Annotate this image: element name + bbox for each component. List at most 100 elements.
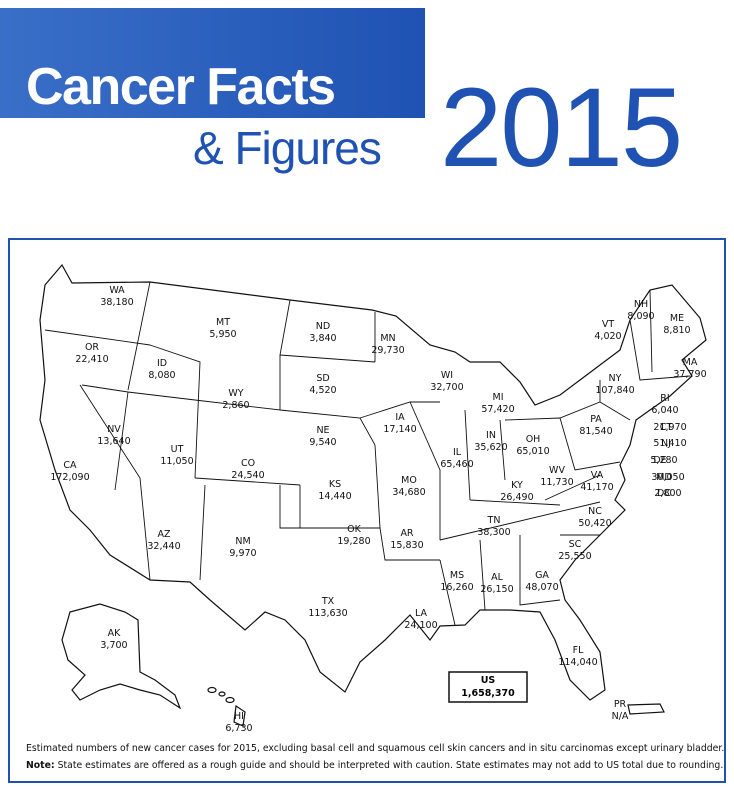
state-value: 30,050 (651, 472, 684, 483)
state-abbr: WV (549, 465, 565, 476)
state-abbr: ME (670, 313, 684, 324)
state-value: 65,010 (516, 446, 549, 457)
hawaii-island (207, 686, 217, 694)
state-value: 9,540 (309, 437, 336, 448)
state-abbr: DE (653, 455, 666, 466)
state-abbr: KY (511, 480, 523, 491)
state-abbr: SC (569, 539, 582, 550)
state-abbr: MO (401, 475, 417, 486)
state-abbr: ID (157, 358, 167, 369)
state-abbr: HI (234, 711, 244, 722)
state-value: 14,440 (318, 491, 351, 502)
state-abbr: LA (415, 608, 428, 619)
footnote-line1: Estimated numbers of new cancer cases fo… (26, 743, 724, 754)
state-value: 11,730 (540, 477, 573, 488)
state-value: 26,490 (500, 492, 533, 503)
state-abbr: WI (441, 370, 453, 381)
state-value: 11,050 (160, 456, 193, 467)
state-abbr: CA (63, 460, 77, 471)
title-line1: Cancer Facts (26, 58, 335, 116)
hawaii-island (233, 704, 246, 727)
state-abbr: MD (656, 472, 672, 483)
state-abbr: AZ (157, 529, 170, 540)
state-abbr: WY (228, 388, 243, 399)
state-value: 24,540 (231, 470, 264, 481)
state-value: 29,730 (371, 345, 404, 356)
state-value: N/A (612, 711, 629, 722)
state-value: 22,410 (75, 354, 108, 365)
state-abbr: VA (591, 470, 604, 481)
state-value: 6,040 (651, 405, 678, 416)
state-value: 8,080 (148, 370, 175, 381)
hawaii-island (218, 691, 226, 697)
state-abbr: CO (241, 458, 255, 469)
state-abbr: MT (216, 317, 230, 328)
state-value: 3,700 (100, 640, 127, 651)
state-abbr: NY (609, 373, 622, 384)
state-abbr: MN (380, 333, 395, 344)
state-abbr: UT (171, 444, 184, 455)
header-band (0, 8, 425, 118)
state-abbr: OR (85, 342, 99, 353)
state-abbr: NM (235, 536, 250, 547)
state-abbr: GA (535, 570, 549, 581)
state-value: 32,440 (147, 541, 180, 552)
note-text: State estimates are offered as a rough g… (55, 760, 724, 771)
state-value: 107,840 (595, 385, 634, 396)
lower-48-outline (39, 263, 707, 701)
state-abbr: NJ (661, 438, 671, 449)
state-value: 21,970 (653, 422, 686, 433)
state-value: 4,020 (594, 331, 621, 342)
state-abbr: AK (108, 628, 121, 639)
state-abbr: TX (321, 596, 335, 607)
state-value: 51,410 (653, 438, 686, 449)
state-abbr: NC (588, 506, 602, 517)
state-abbr: PA (590, 414, 602, 425)
state-abbr: OK (347, 524, 361, 535)
puerto-rico (627, 703, 665, 715)
state-abbr: CT (660, 422, 673, 433)
title-year: 2015 (440, 65, 681, 190)
state-value: 9,970 (229, 548, 256, 559)
state-value: 16,260 (440, 582, 473, 593)
state-value: 65,460 (440, 459, 473, 470)
us-total-value: 1,658,370 (461, 688, 515, 699)
state-abbr: VT (602, 319, 614, 330)
state-abbr: IL (453, 447, 462, 458)
state-value: 32,700 (430, 382, 463, 393)
state-abbr: KS (329, 479, 341, 490)
state-abbr: DC (657, 488, 671, 499)
state-value: 2,800 (654, 488, 681, 499)
state-value: 24,100 (404, 620, 437, 631)
state-value: 6,730 (225, 723, 252, 734)
state-value: 15,830 (390, 540, 423, 551)
us-total-label: US (481, 675, 496, 686)
state-value: 8,090 (627, 311, 654, 322)
state-abbr: MI (493, 392, 504, 403)
title-line2: & Figures (193, 122, 381, 174)
state-value: 17,140 (383, 424, 416, 435)
state-value: 50,420 (578, 518, 611, 529)
state-value: 48,070 (525, 582, 558, 593)
state-abbr: WA (109, 285, 125, 296)
state-abbr: PR (614, 699, 627, 710)
state-value: 38,300 (477, 527, 510, 538)
state-value: 34,680 (392, 487, 425, 498)
hawaii-island (225, 696, 235, 704)
state-value: 113,630 (308, 608, 347, 619)
state-abbr: IN (486, 430, 496, 441)
state-value: 5,950 (209, 329, 236, 340)
state-value: 25,550 (558, 551, 591, 562)
map-shapes (39, 263, 707, 727)
state-abbr: NH (634, 299, 648, 310)
state-abbr: FL (573, 645, 584, 656)
state-value: 35,620 (474, 442, 507, 453)
state-abbr: SD (316, 373, 329, 384)
state-value: 3,840 (309, 333, 336, 344)
state-value: 19,280 (337, 536, 370, 547)
state-value: 38,180 (100, 297, 133, 308)
state-abbr: ND (316, 321, 330, 332)
us-total-box (448, 671, 528, 703)
